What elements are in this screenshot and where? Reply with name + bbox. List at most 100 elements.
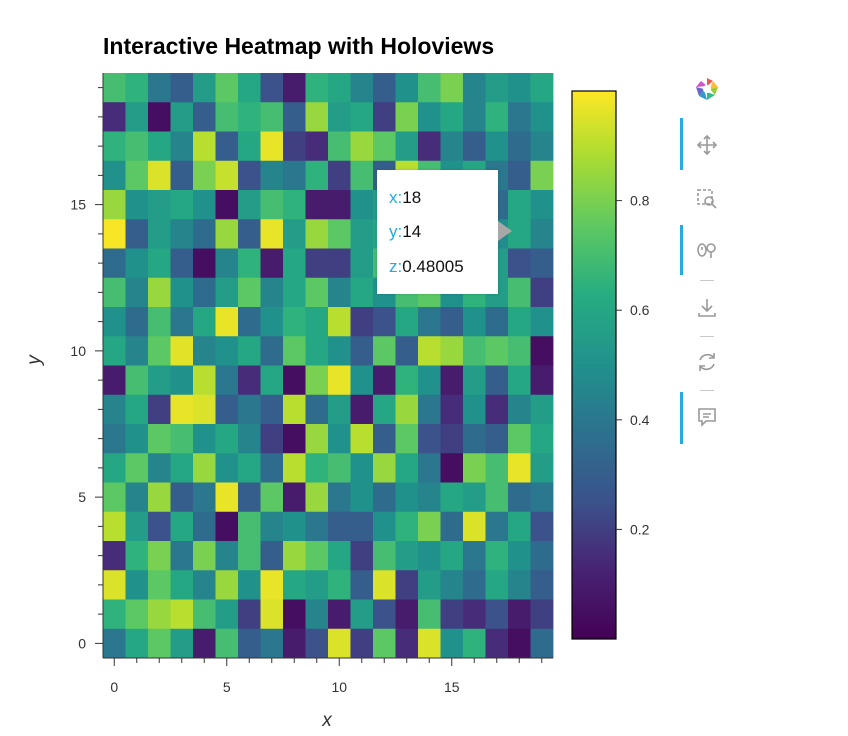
heatmap-cell[interactable] bbox=[530, 511, 554, 542]
heatmap-cell[interactable] bbox=[103, 102, 126, 132]
heatmap-cell[interactable] bbox=[305, 482, 329, 513]
heatmap-cell[interactable] bbox=[238, 160, 261, 191]
heatmap-cell[interactable] bbox=[485, 482, 509, 513]
heatmap-cell[interactable] bbox=[305, 102, 329, 132]
heatmap-cell[interactable] bbox=[283, 424, 306, 454]
heatmap-cell[interactable] bbox=[530, 394, 554, 425]
heatmap-cell[interactable] bbox=[215, 453, 239, 483]
heatmap-cell[interactable] bbox=[395, 541, 419, 571]
heatmap-cell[interactable] bbox=[125, 131, 149, 162]
heatmap-cell[interactable] bbox=[193, 628, 216, 659]
heatmap-cell[interactable] bbox=[530, 219, 554, 249]
heatmap-cell[interactable] bbox=[463, 102, 486, 132]
heatmap-cell[interactable] bbox=[170, 336, 194, 366]
heatmap-cell[interactable] bbox=[103, 541, 126, 571]
heatmap-cell[interactable] bbox=[148, 365, 171, 396]
heatmap-cell[interactable] bbox=[440, 424, 464, 454]
heatmap-cell[interactable] bbox=[395, 453, 419, 483]
heatmap-cell[interactable] bbox=[238, 628, 261, 659]
heatmap-cell[interactable] bbox=[238, 511, 261, 542]
heatmap-cell[interactable] bbox=[283, 482, 306, 513]
heatmap-cell[interactable] bbox=[283, 248, 306, 279]
heatmap-cell[interactable] bbox=[193, 307, 216, 337]
heatmap-cell[interactable] bbox=[418, 424, 441, 454]
heatmap-cell[interactable] bbox=[103, 248, 126, 279]
heatmap-cell[interactable] bbox=[238, 482, 261, 513]
heatmap-cell[interactable] bbox=[350, 131, 374, 162]
heatmap-cell[interactable] bbox=[283, 190, 306, 220]
heatmap-cell[interactable] bbox=[103, 131, 126, 162]
heatmap-cell[interactable] bbox=[238, 599, 261, 630]
heatmap-cell[interactable] bbox=[350, 102, 374, 132]
heatmap-cell[interactable] bbox=[328, 511, 351, 542]
heatmap-cell[interactable] bbox=[328, 190, 351, 220]
heatmap-cell[interactable] bbox=[440, 541, 464, 571]
heatmap-cell[interactable] bbox=[350, 628, 374, 659]
heatmap-cell[interactable] bbox=[395, 424, 419, 454]
heatmap-cell[interactable] bbox=[193, 131, 216, 162]
heatmap-cell[interactable] bbox=[148, 599, 171, 630]
heatmap-cell[interactable] bbox=[508, 277, 531, 308]
heatmap-cell[interactable] bbox=[530, 277, 554, 308]
heatmap-cell[interactable] bbox=[328, 102, 351, 132]
heatmap-cell[interactable] bbox=[238, 394, 261, 425]
heatmap-cell[interactable] bbox=[283, 541, 306, 571]
heatmap-cell[interactable] bbox=[395, 131, 419, 162]
heatmap-cell[interactable] bbox=[395, 599, 419, 630]
heatmap-cell[interactable] bbox=[485, 336, 509, 366]
heatmap-cell[interactable] bbox=[485, 453, 509, 483]
heatmap-cell[interactable] bbox=[283, 394, 306, 425]
heatmap-cell[interactable] bbox=[125, 219, 149, 249]
heatmap-cell[interactable] bbox=[193, 541, 216, 571]
heatmap-cell[interactable] bbox=[305, 365, 329, 396]
heatmap-cell[interactable] bbox=[328, 336, 351, 366]
heatmap-cell[interactable] bbox=[283, 365, 306, 396]
heatmap-cell[interactable] bbox=[103, 365, 126, 396]
heatmap-cell[interactable] bbox=[395, 336, 419, 366]
heatmap-cell[interactable] bbox=[440, 599, 464, 630]
heatmap-cell[interactable] bbox=[305, 248, 329, 279]
heatmap-cell[interactable] bbox=[125, 102, 149, 132]
heatmap-cell[interactable] bbox=[305, 541, 329, 571]
heatmap-cell[interactable] bbox=[215, 190, 239, 220]
heatmap-cell[interactable] bbox=[305, 394, 329, 425]
heatmap-cell[interactable] bbox=[373, 336, 396, 366]
heatmap-cell[interactable] bbox=[148, 394, 171, 425]
heatmap-cell[interactable] bbox=[485, 73, 509, 103]
heatmap-cell[interactable] bbox=[508, 131, 531, 162]
heatmap-cell[interactable] bbox=[328, 131, 351, 162]
heatmap-cell[interactable] bbox=[440, 336, 464, 366]
heatmap-cell[interactable] bbox=[125, 394, 149, 425]
heatmap-cell[interactable] bbox=[373, 131, 396, 162]
heatmap-cell[interactable] bbox=[305, 336, 329, 366]
heatmap-cell[interactable] bbox=[328, 541, 351, 571]
heatmap-cell[interactable] bbox=[170, 511, 194, 542]
heatmap-cell[interactable] bbox=[193, 453, 216, 483]
heatmap-cell[interactable] bbox=[260, 453, 284, 483]
heatmap-cell[interactable] bbox=[170, 424, 194, 454]
heatmap-cell[interactable] bbox=[350, 482, 374, 513]
heatmap-cell[interactable] bbox=[530, 307, 554, 337]
heatmap-cell[interactable] bbox=[485, 424, 509, 454]
heatmap-cell[interactable] bbox=[350, 570, 374, 600]
heatmap-cell[interactable] bbox=[350, 307, 374, 337]
heatmap-cell[interactable] bbox=[103, 511, 126, 542]
hover-icon[interactable] bbox=[692, 402, 722, 432]
heatmap-cell[interactable] bbox=[148, 248, 171, 279]
reset-icon[interactable] bbox=[692, 347, 722, 377]
heatmap-cell[interactable] bbox=[373, 424, 396, 454]
heatmap-cell[interactable] bbox=[395, 482, 419, 513]
heatmap-cell[interactable] bbox=[530, 102, 554, 132]
heatmap-cell[interactable] bbox=[508, 570, 531, 600]
heatmap-cell[interactable] bbox=[215, 511, 239, 542]
heatmap-cell[interactable] bbox=[283, 336, 306, 366]
heatmap-cell[interactable] bbox=[260, 482, 284, 513]
heatmap-cell[interactable] bbox=[395, 628, 419, 659]
heatmap-cell[interactable] bbox=[283, 277, 306, 308]
heatmap-cell[interactable] bbox=[125, 541, 149, 571]
heatmap-cell[interactable] bbox=[440, 131, 464, 162]
heatmap-cell[interactable] bbox=[373, 570, 396, 600]
heatmap-cell[interactable] bbox=[170, 131, 194, 162]
heatmap-cell[interactable] bbox=[530, 73, 554, 103]
